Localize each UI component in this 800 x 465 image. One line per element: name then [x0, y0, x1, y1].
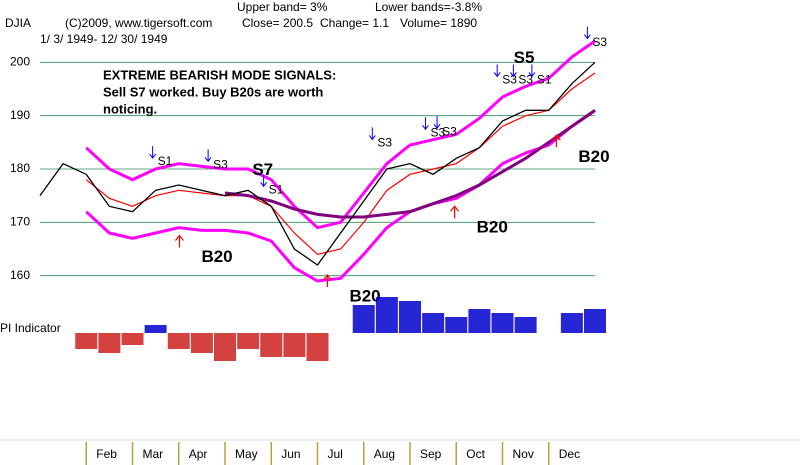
indicator-bar	[584, 309, 606, 333]
buy-arrow	[551, 134, 561, 148]
indicator-bar	[560, 313, 583, 333]
indicator-bar	[375, 297, 398, 333]
indicator-bar	[422, 313, 445, 333]
date-range: 1/ 3/ 1949- 12/ 30/ 1949	[40, 32, 168, 46]
x-tick-label: Aug	[374, 447, 395, 461]
signal-arrow	[528, 64, 536, 78]
major-signal-label: S5	[514, 48, 535, 67]
indicator-bar	[167, 333, 190, 349]
x-tick-label: Apr	[189, 447, 208, 461]
indicator-bar	[399, 301, 421, 333]
y-tick-label: 180	[10, 161, 30, 175]
x-tick-label: Sep	[420, 447, 442, 461]
x-tick-label: Mar	[143, 447, 164, 461]
annotation: Sell S7 worked. Buy B20s are worth	[103, 84, 323, 99]
buy-arrow	[322, 274, 332, 287]
signal-label: S3	[442, 124, 457, 138]
signal-label: S3	[518, 73, 533, 87]
major-signal-label: B20	[201, 247, 232, 266]
y-tick-label: 190	[10, 108, 30, 122]
symbol: DJIA	[5, 16, 31, 30]
indicator-bar	[121, 333, 144, 345]
buy-arrow	[450, 205, 460, 219]
signal-arrow	[493, 64, 501, 78]
indicator-bar	[214, 333, 236, 361]
indicator-bar	[306, 333, 329, 361]
indicator-bar	[445, 317, 468, 333]
series-line	[85, 39, 596, 230]
major-signal-label: B20	[578, 147, 609, 166]
lower-band: Lower bands=-3.8%	[375, 0, 482, 14]
signal-label: S3	[377, 136, 392, 150]
indicator-bar	[98, 333, 121, 353]
x-tick-label: Jun	[281, 447, 300, 461]
series-line	[85, 72, 596, 255]
signal-label: S1	[269, 183, 284, 197]
major-signal-label: B20	[349, 286, 380, 305]
series-line	[39, 61, 596, 266]
buy-arrow	[174, 234, 184, 248]
indicator-label: PI Indicator	[0, 321, 61, 335]
annotation: EXTREME BEARISH MODE SIGNALS:	[103, 67, 336, 82]
indicator-bar	[491, 313, 514, 333]
indicator-bar	[514, 317, 537, 333]
signal-arrow	[509, 64, 517, 78]
indicator-bar	[468, 309, 491, 333]
signal-arrow	[260, 174, 268, 188]
y-tick-label: 170	[10, 215, 30, 229]
signal-label: S1	[158, 154, 173, 168]
x-tick-label: Dec	[559, 447, 580, 461]
major-signal-label: B20	[477, 218, 508, 237]
signal-arrow	[433, 116, 441, 130]
indicator-bar	[144, 325, 167, 333]
y-tick-label: 160	[10, 268, 30, 282]
signal-arrow	[149, 146, 157, 159]
close: Close= 200.5	[242, 16, 313, 30]
indicator-bar	[190, 333, 213, 353]
signal-arrow	[583, 26, 591, 40]
series-line	[85, 109, 596, 283]
x-tick-label: May	[235, 447, 258, 461]
indicator-bar	[237, 333, 260, 349]
x-tick-label: Feb	[96, 447, 117, 461]
y-tick-label: 200	[10, 55, 30, 69]
signal-label: S3	[213, 157, 228, 171]
x-tick-label: Nov	[513, 447, 534, 461]
volume: Volume= 1890	[400, 16, 477, 30]
signal-arrow	[422, 117, 429, 131]
signal-label: S3	[431, 125, 446, 139]
indicator-bar	[75, 333, 98, 349]
x-tick-label: Jul	[328, 447, 343, 461]
indicator-bar	[260, 333, 283, 357]
signal-label: S1	[537, 73, 552, 87]
change: Change= 1.1	[320, 16, 389, 30]
series-line	[224, 109, 596, 219]
copyright: (C)2009, www.tigersoft.com	[65, 16, 212, 30]
x-tick-label: Oct	[466, 447, 485, 461]
signal-arrow	[204, 149, 212, 163]
annotation: noticing.	[103, 101, 157, 116]
major-signal-label: S7	[252, 160, 273, 179]
upper-band: Upper band= 3%	[237, 0, 328, 14]
indicator-bar	[283, 333, 306, 357]
indicator-bar	[352, 305, 375, 333]
signal-arrow	[368, 127, 376, 141]
signal-label: S3	[592, 35, 607, 49]
